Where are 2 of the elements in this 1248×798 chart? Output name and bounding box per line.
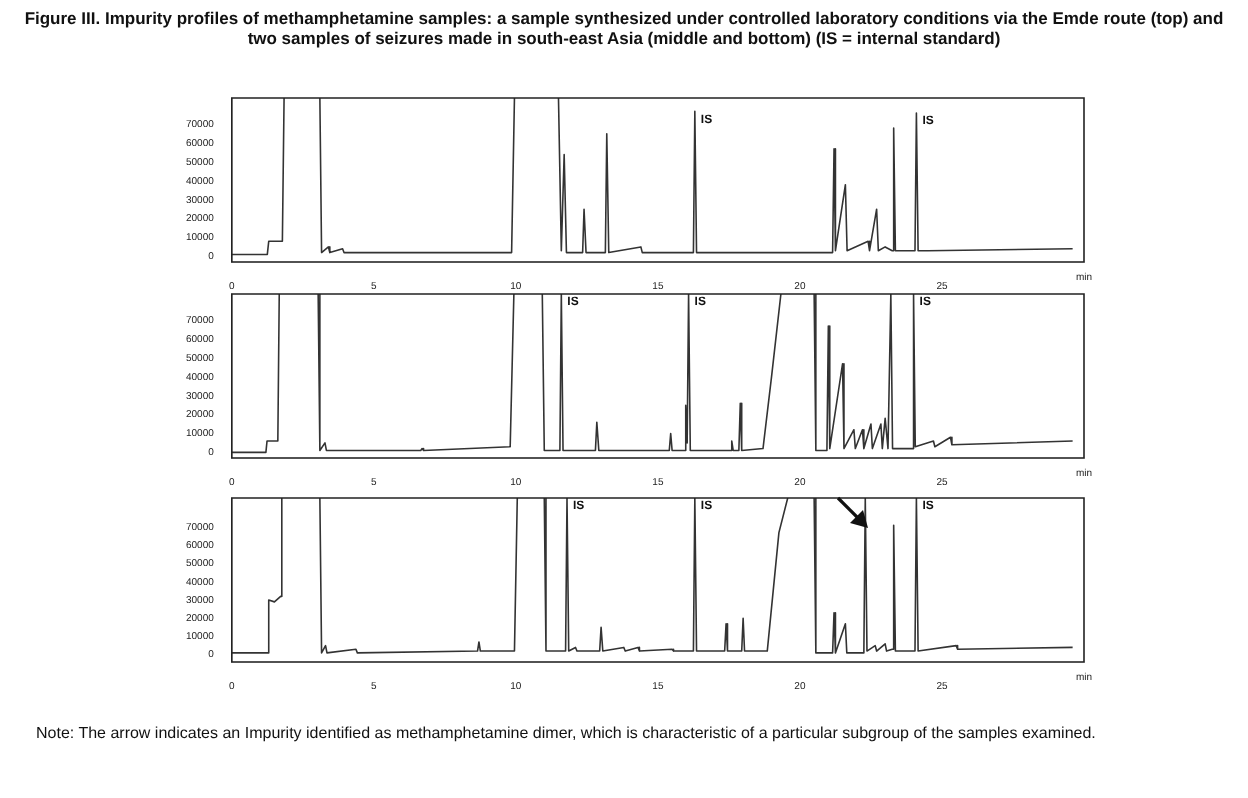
chart-title: Figure III. Impurity profiles of methamphetamine samples: a sample synthesized under controlled laboratory conditions via the Emde route (top) and two samples of seizures made in south-east Asia (middle and bottom) (IS = internal standard) [22,8,1226,48]
text: Note: The arrow indicates an Impurity identified as methamphetamine dimer, which is characteristic of a particular subgroup of the samples examined. [36,724,1098,744]
